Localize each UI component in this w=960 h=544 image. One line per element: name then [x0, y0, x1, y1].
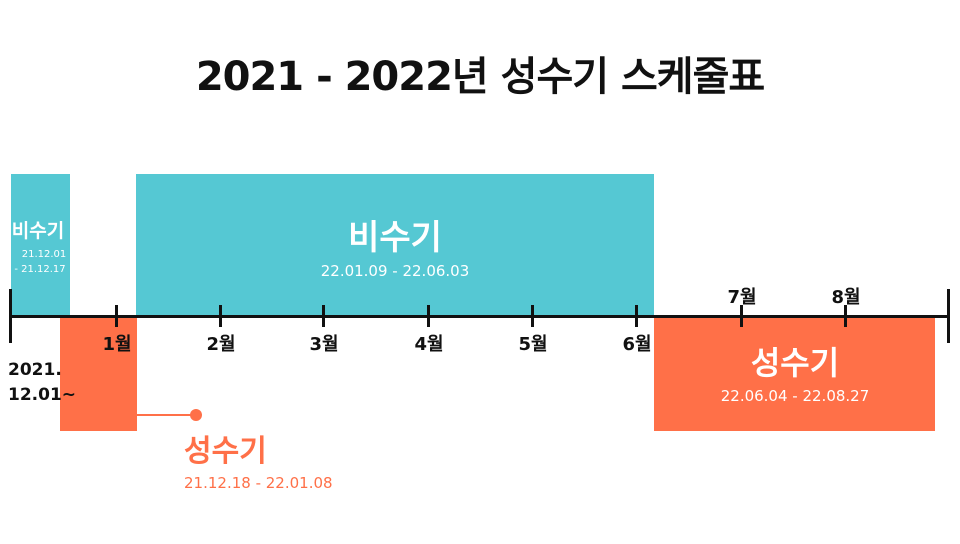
peak-season-block-2: [654, 316, 935, 431]
off-season-block-1: [11, 174, 70, 316]
off-season-2-range: 22.01.09 - 22.06.03: [320, 262, 470, 280]
page-title: 2021 - 2022년 성수기 스케줄표: [195, 54, 765, 100]
month-label-7: 7월: [727, 287, 757, 308]
peak-season-2-label: 성수기: [750, 344, 840, 382]
peak-season-1-dot: [190, 409, 202, 421]
month-tick-7: [740, 305, 743, 327]
month-label-6: 6월: [622, 334, 652, 355]
timeline-start-label: 2021. 12.01~: [8, 358, 76, 408]
start-label-date: 12.01~: [8, 385, 77, 405]
month-label-3: 3월: [309, 334, 339, 355]
timeline-start-tick: [9, 289, 12, 343]
peak-season-1-range: 21.12.18 - 22.01.08: [184, 474, 333, 492]
peak-season-block-1: [60, 316, 137, 431]
month-tick-1: [115, 305, 118, 327]
month-tick-2: [219, 305, 222, 327]
month-tick-5: [531, 305, 534, 327]
off-season-2-label: 비수기: [348, 218, 442, 258]
month-label-8: 8월: [831, 287, 861, 308]
month-tick-4: [427, 305, 430, 327]
off-season-block-2: [136, 174, 654, 316]
off-season-1-start: 21.12.01: [21, 249, 67, 260]
month-tick-3: [322, 305, 325, 327]
off-season-1-label: 비수기: [11, 220, 65, 242]
peak-season-2-range: 22.06.04 - 22.08.27: [720, 387, 870, 405]
timeline-end-tick: [947, 289, 950, 343]
timeline-axis: [9, 315, 950, 318]
peak-season-1-label: 성수기: [184, 434, 267, 469]
start-label-year: 2021.: [8, 360, 62, 380]
month-tick-6: [635, 305, 638, 327]
month-label-1: 1월: [102, 334, 132, 355]
month-label-2: 2월: [206, 334, 236, 355]
off-season-1-end: - 21.12.17: [14, 264, 66, 275]
month-label-5: 5월: [518, 334, 548, 355]
month-label-4: 4월: [414, 334, 444, 355]
peak-season-1-connector: [136, 414, 196, 416]
month-tick-8: [844, 305, 847, 327]
